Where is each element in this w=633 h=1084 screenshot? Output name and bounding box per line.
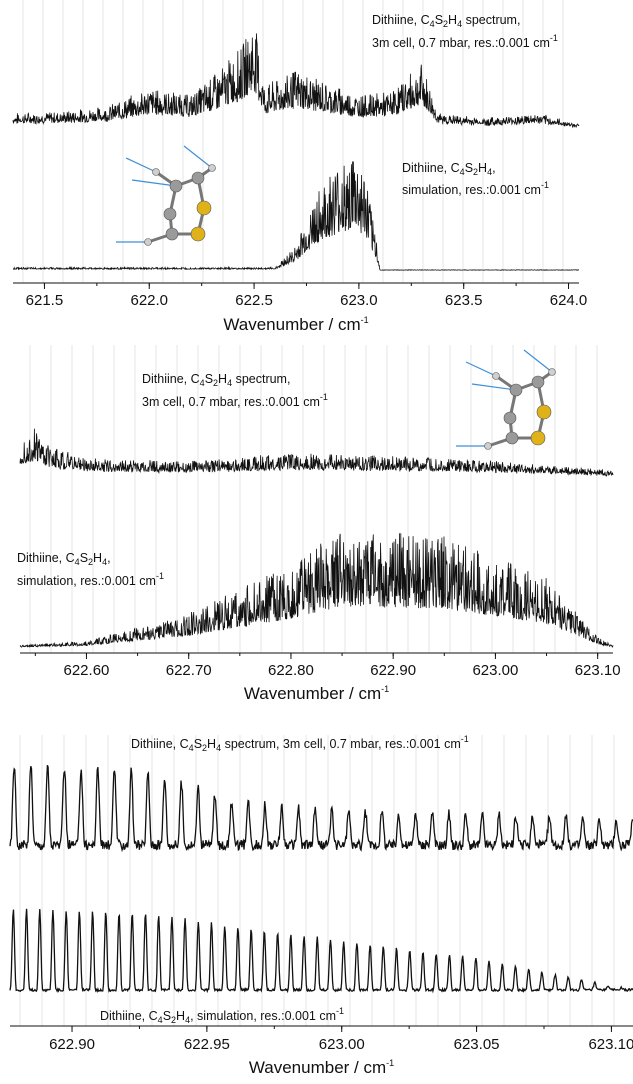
panel-2-tick-label: 622.90 [370, 662, 416, 679]
panel-1-tick-label: 621.5 [26, 292, 64, 309]
panel-3-gridlines [19, 735, 615, 1026]
panel-3-tick-label: 622.90 [49, 1036, 95, 1053]
panel-1-tick-label: 623.5 [445, 292, 483, 309]
panel-2-series-2-label-line2: simulation, res.:0.001 cm-1 [17, 571, 164, 588]
panel-3-tick-label: 623.05 [454, 1036, 500, 1053]
panel-1-series-1-trace [12, 33, 580, 129]
panel-3-tick-label: 623.10 [588, 1036, 633, 1053]
panel-3-tick-label: 623.00 [319, 1036, 365, 1053]
panel-2-x-axis-title: Wavenumber / cm-1 [244, 684, 389, 703]
panel-2-tick-label: 623.00 [472, 662, 518, 679]
panel-1-series-1-label-line2: 3m cell, 0.7 mbar, res.:0.001 cm-1 [372, 33, 558, 50]
panel-3-x-axis-title: Wavenumber / cm-1 [249, 1058, 394, 1077]
panel-3-tick-label: 622.95 [184, 1036, 230, 1053]
panel-1-series-1-label: Dithiine, C4S2H4 spectrum, [372, 13, 520, 29]
molecule-illustration-top [116, 145, 216, 246]
panel-2-series-2-trace [19, 533, 614, 649]
panel-3-series-2-trace [9, 908, 633, 994]
panel-1-tick-label: 622.0 [130, 292, 168, 309]
panel-1-series-2-label: Dithiine, C4S2H4, [402, 161, 496, 177]
panel-2-tick-label: 623.10 [575, 662, 621, 679]
panel-1-x-axis-title: Wavenumber / cm-1 [223, 315, 368, 334]
panel-1-tick-label: 624.0 [550, 292, 588, 309]
panel-2-tick-label: 622.80 [268, 662, 314, 679]
panel-2-gridlines [29, 345, 598, 653]
panel-2-tick-label: 622.60 [64, 662, 110, 679]
panel-2-series-1-label: Dithiine, C4S2H4 spectrum, [142, 372, 290, 388]
panel-1-tick-label: 623.0 [340, 292, 378, 309]
panel-3-series-2-label: Dithiine, C4S2H4, simulation, res.:0.001… [100, 1006, 344, 1025]
panel-3-series-1-trace [9, 764, 633, 853]
panel-3-series-1-label: Dithiine, C4S2H4 spectrum, 3m cell, 0.7 … [131, 734, 469, 753]
panel-2-tick-label: 622.70 [166, 662, 212, 679]
panel-2-series-2-label: Dithiine, C4S2H4, [17, 551, 111, 567]
panel-1-series-2-trace [12, 161, 580, 271]
molecule-illustration-middle [456, 349, 556, 450]
panel-1-series-2-label-line2: simulation, res.:0.001 cm-1 [402, 180, 549, 197]
panel-1-tick-label: 622.5 [235, 292, 273, 309]
panel-2-series-1-trace [19, 428, 614, 477]
panel-2-series-1-label-line2: 3m cell, 0.7 mbar, res.:0.001 cm-1 [142, 392, 328, 409]
